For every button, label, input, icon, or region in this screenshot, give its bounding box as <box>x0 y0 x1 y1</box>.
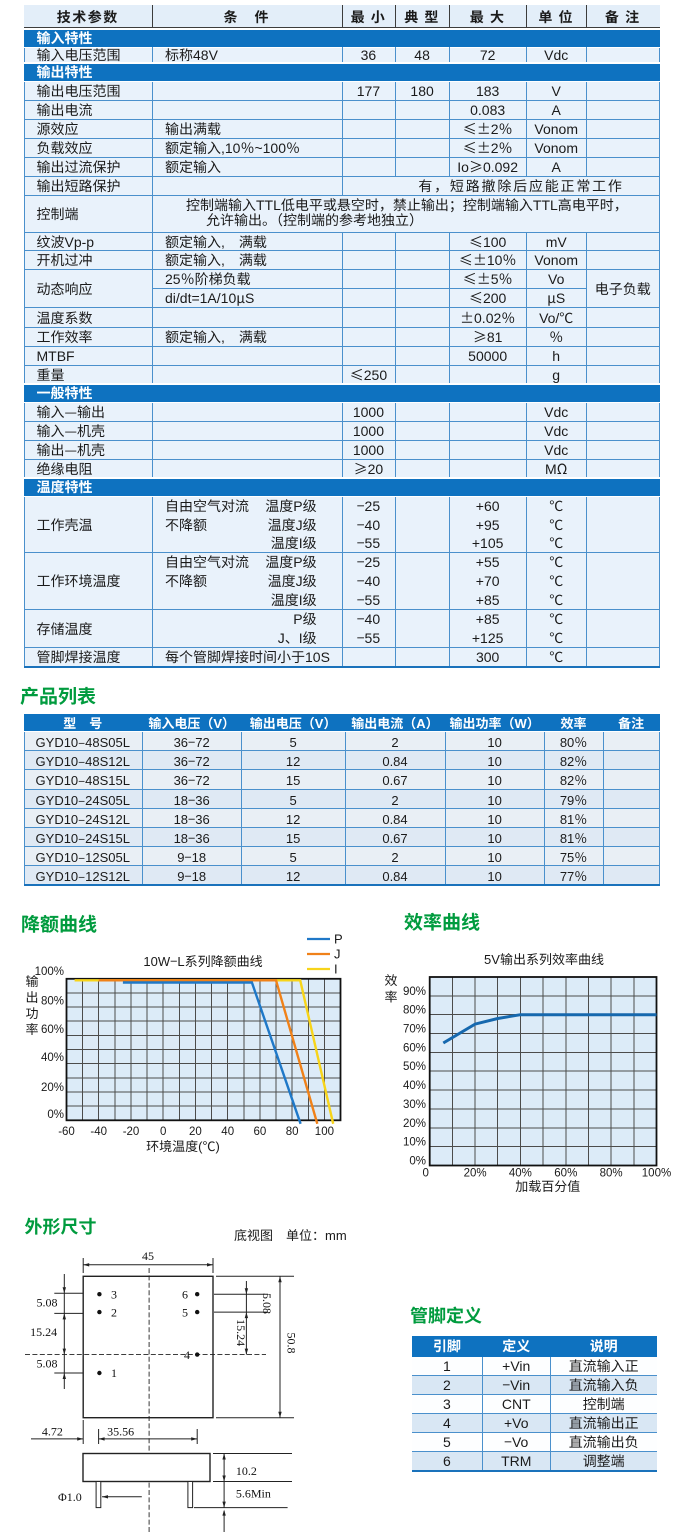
svg-text:80%: 80% <box>41 996 64 1008</box>
svg-text:35.56: 35.56 <box>107 1424 134 1438</box>
svg-text:100%: 100% <box>35 966 64 978</box>
svg-text:20%: 20% <box>403 1118 426 1130</box>
svg-text:10.2: 10.2 <box>236 1464 257 1478</box>
svg-text:P: P <box>334 932 343 947</box>
svg-text:1: 1 <box>111 1366 117 1380</box>
svg-text:100: 100 <box>315 1126 334 1138</box>
svg-text:加载百分值: 加载百分值 <box>515 1176 580 1195</box>
svg-text:50.8: 50.8 <box>285 1333 299 1354</box>
svg-text:50%: 50% <box>403 1061 426 1073</box>
svg-text:10W−L系列降额曲线: 10W−L系列降额曲线 <box>143 951 262 970</box>
svg-text:输: 输 <box>25 971 38 990</box>
svg-text:40%: 40% <box>403 1080 426 1092</box>
svg-text:0%: 0% <box>409 1156 426 1168</box>
svg-text:60: 60 <box>254 1126 267 1138</box>
svg-text:80: 80 <box>286 1126 299 1138</box>
svg-text:60%: 60% <box>41 1024 64 1036</box>
svg-text:60%: 60% <box>554 1168 577 1180</box>
svg-text:3: 3 <box>111 1287 117 1301</box>
svg-text:5: 5 <box>182 1305 188 1319</box>
svg-text:4.72: 4.72 <box>42 1424 63 1438</box>
svg-text:10%: 10% <box>403 1137 426 1149</box>
svg-text:6: 6 <box>182 1287 188 1301</box>
svg-text:0%: 0% <box>47 1109 64 1121</box>
svg-text:0: 0 <box>160 1126 166 1138</box>
svg-text:20: 20 <box>189 1126 202 1138</box>
svg-text:2: 2 <box>111 1305 117 1319</box>
svg-text:率: 率 <box>384 987 397 1006</box>
svg-text:5.08: 5.08 <box>37 1296 58 1310</box>
svg-text:5.08: 5.08 <box>37 1357 58 1371</box>
svg-text:40%: 40% <box>509 1168 532 1180</box>
svg-text:15.24: 15.24 <box>234 1319 248 1346</box>
svg-text:5.6Min: 5.6Min <box>236 1486 271 1500</box>
svg-text:80%: 80% <box>600 1168 623 1180</box>
svg-text:4: 4 <box>184 1348 190 1362</box>
svg-text:-20: -20 <box>123 1126 140 1138</box>
svg-text:出: 出 <box>25 987 38 1006</box>
svg-text:功: 功 <box>25 1003 38 1022</box>
svg-text:70%: 70% <box>403 1024 426 1036</box>
svg-text:60%: 60% <box>403 1042 426 1054</box>
svg-text:5V输出系列效率曲线: 5V输出系列效率曲线 <box>484 949 604 968</box>
svg-text:效: 效 <box>384 970 397 989</box>
svg-text:-40: -40 <box>90 1126 107 1138</box>
svg-text:环境温度(℃): 环境温度(℃) <box>146 1136 220 1155</box>
svg-text:80%: 80% <box>403 1005 426 1017</box>
svg-text:5.08: 5.08 <box>260 1293 274 1314</box>
svg-text:0: 0 <box>422 1168 428 1180</box>
svg-text:15.24: 15.24 <box>30 1325 57 1339</box>
svg-text:30%: 30% <box>403 1099 426 1111</box>
svg-text:J: J <box>334 947 341 962</box>
svg-text:90%: 90% <box>403 986 426 998</box>
svg-text:40%: 40% <box>41 1052 64 1064</box>
svg-text:率: 率 <box>25 1019 38 1038</box>
svg-text:-60: -60 <box>58 1126 75 1138</box>
svg-text:I: I <box>334 962 338 977</box>
svg-text:Φ1.0: Φ1.0 <box>58 1490 82 1504</box>
svg-text:100%: 100% <box>642 1168 671 1180</box>
svg-text:40: 40 <box>221 1126 234 1138</box>
svg-text:20%: 20% <box>41 1082 64 1094</box>
svg-text:20%: 20% <box>464 1168 487 1180</box>
svg-text:45: 45 <box>142 1249 154 1263</box>
